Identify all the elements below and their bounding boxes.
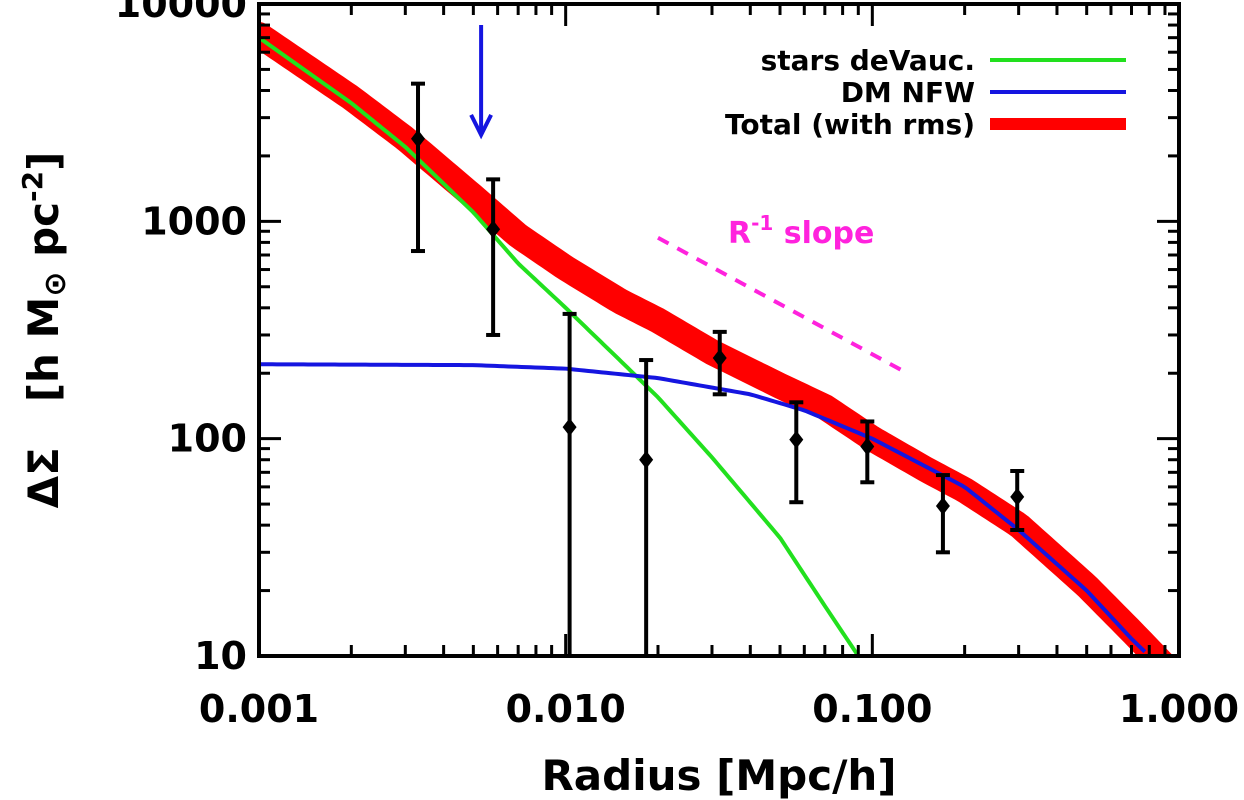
series-dm-nfw bbox=[259, 362, 1147, 654]
annotation-layer bbox=[469, 25, 909, 376]
diamond-marker bbox=[712, 349, 727, 368]
arrow-head-icon bbox=[469, 113, 493, 140]
legend-label: Total (with rms) bbox=[725, 108, 975, 141]
x-tick-label: 0.100 bbox=[812, 687, 932, 731]
diamond-marker bbox=[411, 129, 426, 148]
data-point bbox=[935, 473, 950, 555]
data-point-layer bbox=[411, 81, 1025, 656]
series-stars-devauc bbox=[259, 36, 860, 656]
tick-layer: 0.001 0.010 0.100 1.000 10 100 1000 10000 bbox=[115, 0, 1239, 731]
slope-guide-line bbox=[657, 236, 909, 376]
slope-annotation-exponent: -1 bbox=[751, 211, 773, 235]
y-tick-label: 10000 bbox=[115, 0, 247, 26]
data-point bbox=[860, 419, 875, 485]
legend-item: Total (with rms) bbox=[725, 108, 1126, 141]
diamond-marker bbox=[789, 430, 804, 449]
y-tick-label: 10 bbox=[194, 634, 247, 678]
y-axis-unit-exponent: -2 bbox=[16, 171, 49, 202]
diamond-marker bbox=[486, 220, 501, 239]
band-layer bbox=[259, 22, 1174, 656]
diamond-marker bbox=[639, 450, 654, 469]
plot-frame bbox=[257, 2, 1181, 658]
y-axis-symbol: ΔΣ bbox=[19, 447, 68, 508]
y-axis-title: ΔΣ [h M⊙ pc-2] bbox=[16, 152, 73, 509]
x-tick-label: 0.010 bbox=[506, 687, 626, 731]
diamond-marker bbox=[935, 496, 950, 515]
x-axis-title: Radius [Mpc/h] bbox=[541, 751, 896, 800]
slope-annotation-label: slope bbox=[773, 216, 874, 251]
legend-item: DM NFW bbox=[841, 76, 1126, 109]
data-point bbox=[411, 81, 426, 254]
x-tick-label: 1.000 bbox=[1119, 687, 1239, 731]
sun-symbol: ⊙ bbox=[38, 272, 73, 297]
legend-label: stars deVauc. bbox=[761, 44, 975, 77]
y-axis-unit-open: [h M bbox=[19, 297, 68, 403]
series-total-with-rms bbox=[259, 22, 1174, 656]
data-point bbox=[712, 329, 727, 397]
x-tick-label: 0.001 bbox=[199, 687, 319, 731]
y-axis-unit-close: ] bbox=[19, 152, 68, 171]
line-layer bbox=[259, 36, 1147, 656]
y-axis-unit-pc: pc bbox=[19, 202, 68, 272]
data-point bbox=[562, 311, 577, 656]
data-point bbox=[789, 400, 804, 505]
slope-annotation: R-1 slope bbox=[728, 211, 874, 251]
diamond-marker bbox=[860, 437, 875, 456]
data-point bbox=[1010, 468, 1025, 532]
slope-annotation-r: R bbox=[728, 216, 751, 251]
data-point bbox=[486, 177, 501, 337]
y-tick-label: 1000 bbox=[141, 199, 247, 243]
y-tick-label: 100 bbox=[168, 417, 247, 461]
legend-item: stars deVauc. bbox=[761, 44, 1126, 77]
diamond-marker bbox=[1010, 487, 1025, 506]
axes bbox=[257, 2, 1181, 658]
data-point bbox=[639, 358, 654, 656]
legend-label: DM NFW bbox=[841, 76, 975, 109]
diamond-marker bbox=[562, 418, 577, 437]
